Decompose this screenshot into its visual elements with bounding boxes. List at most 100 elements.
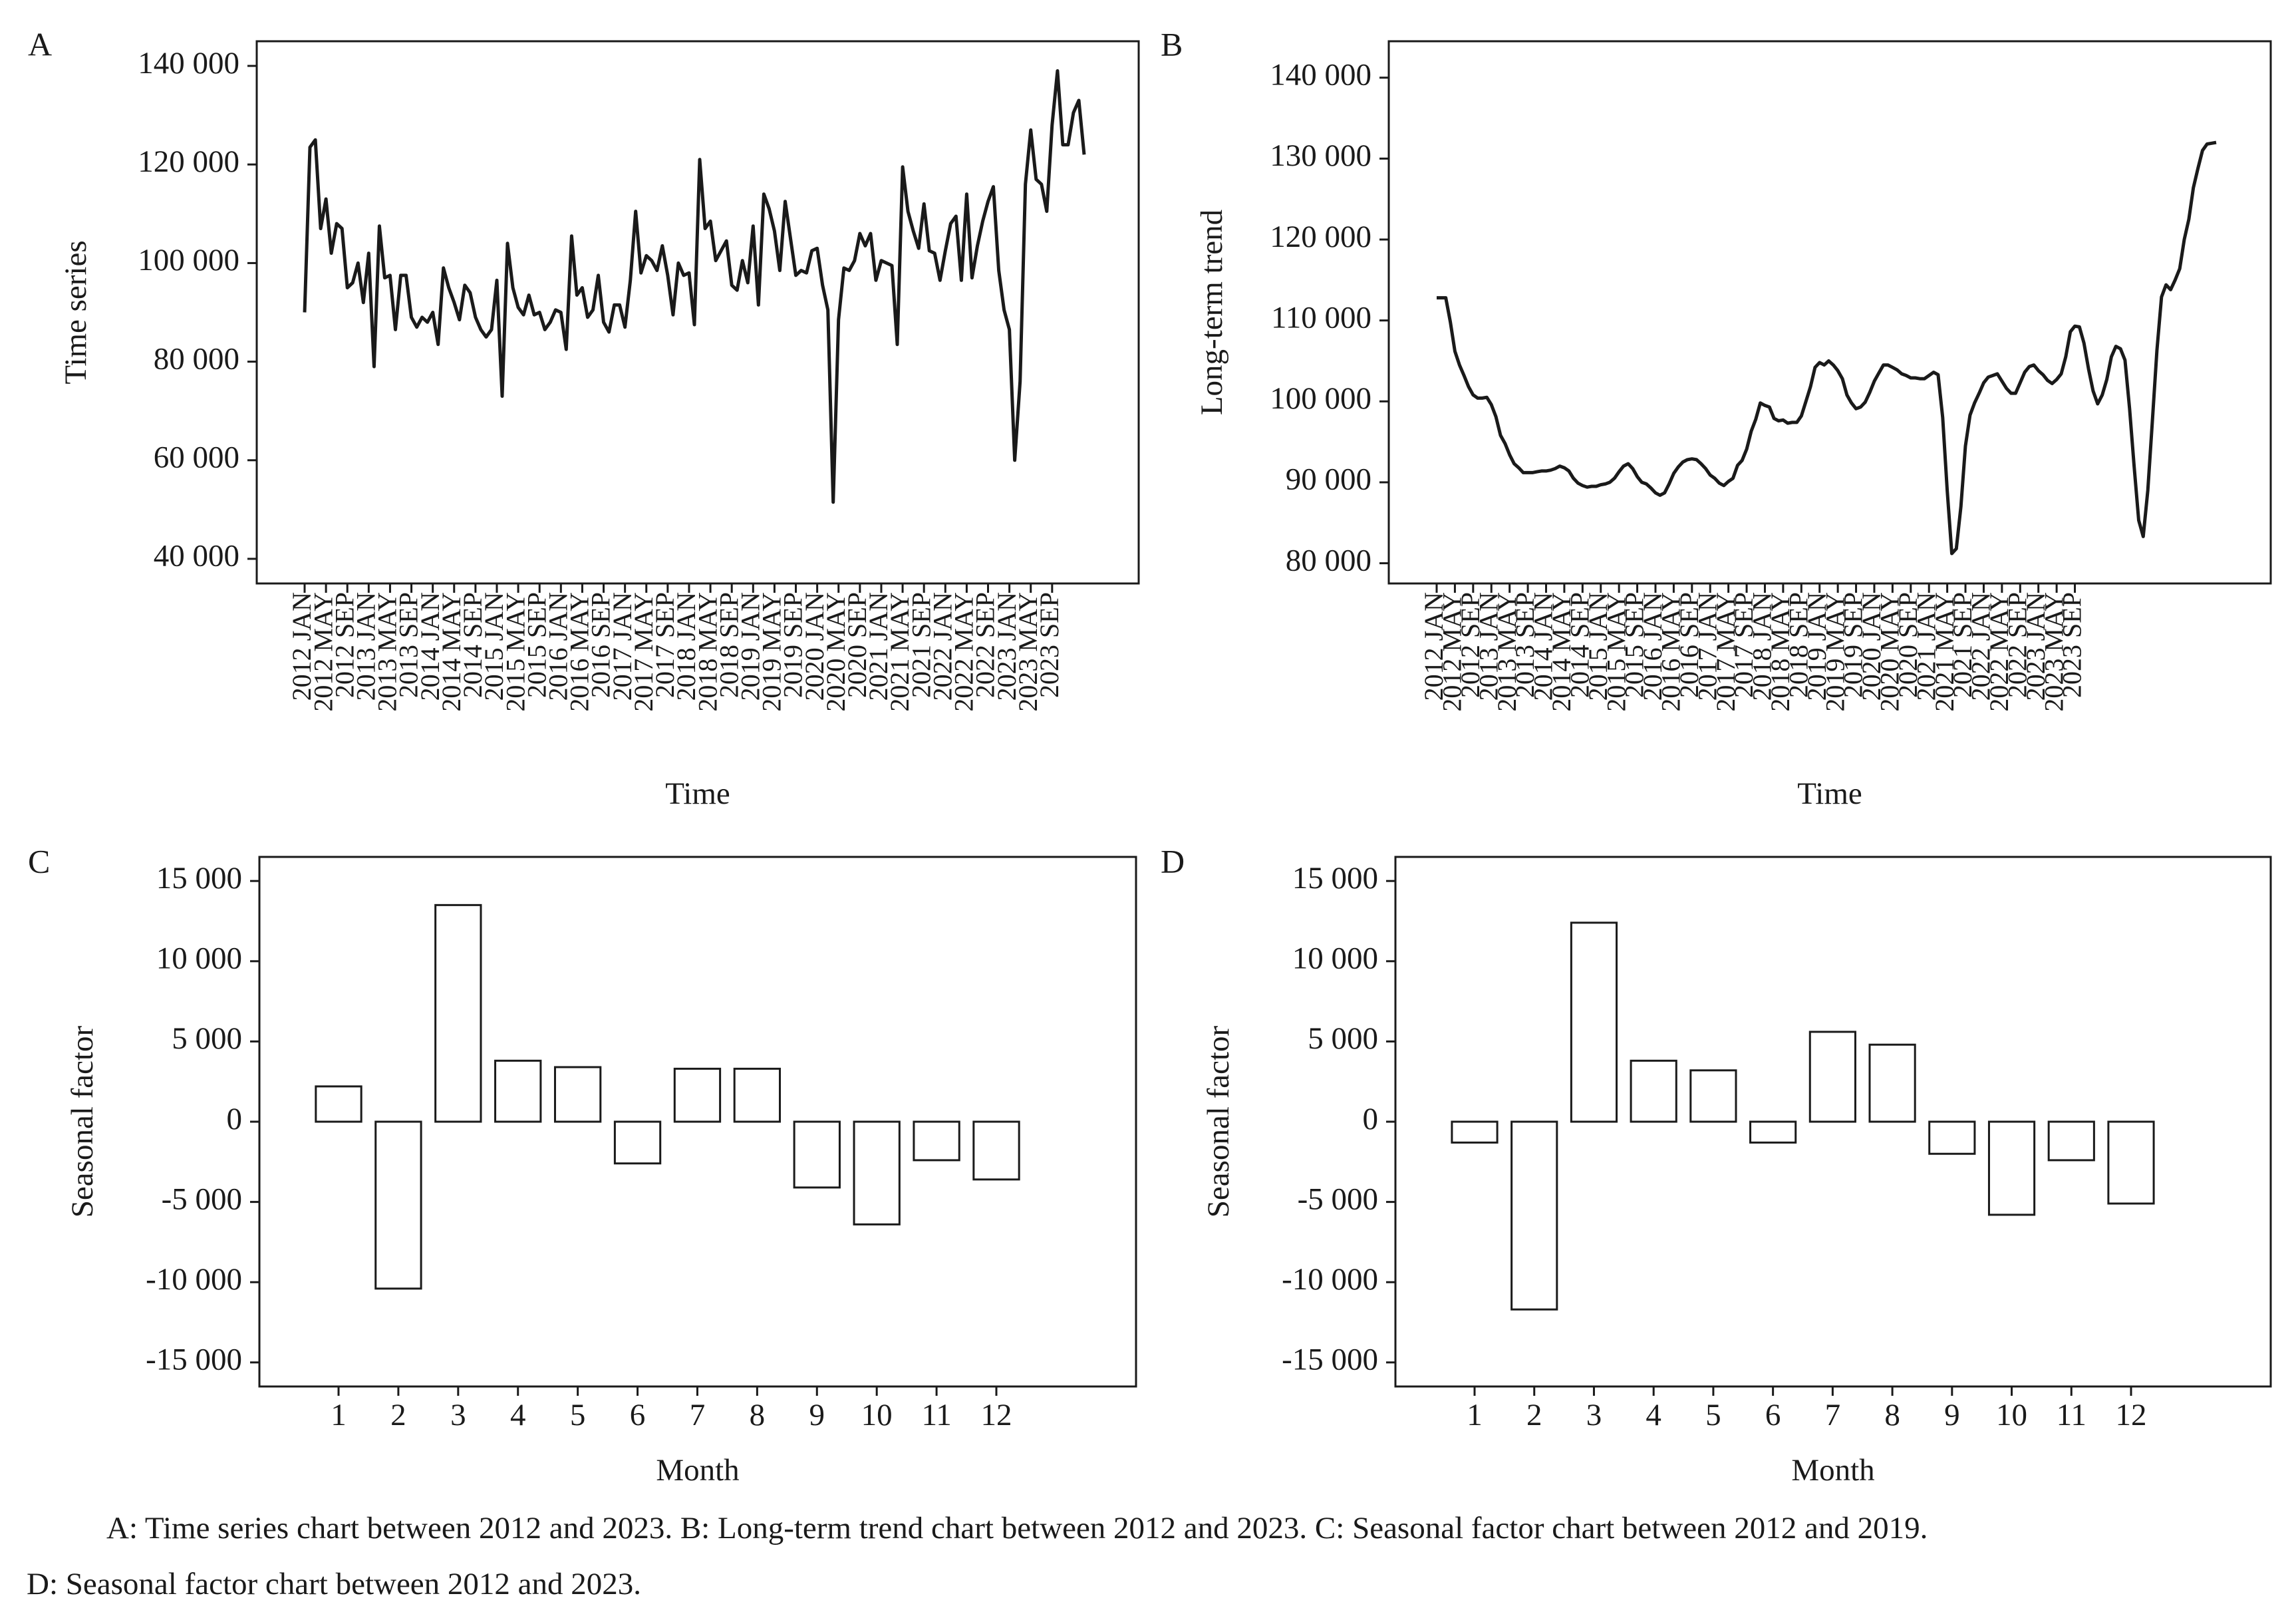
bar-month-1 [315,1085,362,1123]
bar-month-5 [1689,1069,1737,1123]
x-axis-label: Month [656,1453,739,1488]
y-tick-label: -5 000 [1298,1182,1378,1216]
y-axis-label: Seasonal factor [1201,1025,1236,1218]
x-tick-label: 2018 SEP [1783,592,1813,698]
figure-caption: A: Time series chart between 2012 and 20… [27,1500,2275,1612]
x-tick-label: 2018 MAY [1765,592,1795,712]
y-tick-label: -10 000 [146,1262,242,1297]
y-tick-label: 100 000 [1270,381,1371,416]
x-tick-label: 3 [1586,1398,1602,1432]
panel-c: C -15 000 -10 000 -5 000 0 5 000 10 000 15 000 S… [28,842,1137,1488]
x-tick-label: 8 [1884,1398,1900,1432]
bar-month-8 [733,1067,782,1123]
x-tick-label: 12 [981,1398,1012,1432]
y-tick-label: 80 000 [154,341,239,376]
x-tick-label: 3 [450,1398,466,1432]
x-tick-label: 2023 MAY [1013,592,1043,712]
x-tick-label: 2023 JAN [992,592,1022,701]
bar-month-10 [853,1120,901,1225]
x-tick-label: 2018 JAN [1747,592,1777,701]
x-tick-label: 2021 SEP [1947,592,1977,698]
x-tick-label: 2023 JAN [2021,592,2051,701]
y-tick-label: 140 000 [138,46,239,81]
y-tick-label: 110 000 [1271,300,1371,335]
x-tick-label: 2019 SEP [1838,592,1868,698]
bar-month-7 [673,1067,722,1123]
bar-month-6 [1749,1120,1797,1144]
panel-letter: B [1161,25,1183,63]
x-axis-label: Time [1797,776,1862,811]
x-tick-label: 2013 JAN [1473,592,1503,701]
bar-month-8 [1868,1043,1916,1123]
x-tick-label: 10 [1996,1398,2027,1432]
x-tick-label: 2022 SEP [2002,592,2032,698]
x-tick-label: 5 [570,1398,586,1432]
x-tick-label: 10 [861,1398,893,1432]
x-tick-label: 2020 MAY [1875,592,1905,712]
bar-month-11 [913,1120,960,1162]
x-axis-label: Month [1791,1453,1874,1488]
bar-month-1 [1451,1120,1499,1144]
bar-month-12 [2107,1120,2155,1205]
x-tick-label: 2013 SEP [394,592,424,698]
x-tick-label: 2013 MAY [1492,592,1522,712]
x-tick-label: 2022 MAY [1984,592,2014,712]
x-tick-label: 2016 SEP [586,592,616,698]
x-tick-label: 2017 MAY [629,592,658,712]
y-tick-label: 140 000 [1270,58,1371,92]
y-tick-label: 130 000 [1270,138,1371,173]
x-tick-label: 2018 SEP [714,592,744,698]
x-tick-label: 2018 MAY [692,592,722,712]
x-tick-label: 4 [1646,1398,1661,1432]
y-tick-label: 5 000 [1308,1021,1378,1056]
x-tick-label: 2014 JAN [1528,592,1558,701]
y-tick-label: -5 000 [162,1182,242,1216]
bar-month-9 [793,1120,841,1189]
y-tick-label: -10 000 [1282,1262,1378,1297]
x-tick-label: 2012 SEP [329,592,359,698]
x-tick-label: 2023 SEP [2057,592,2087,698]
x-tick-label: 2021 JAN [863,592,893,701]
x-tick-label: 2015 SEP [521,592,551,698]
x-tick-label: 2015 MAY [500,592,530,712]
x-tick-label: 2012 MAY [308,592,338,712]
y-tick-label: -15 000 [146,1343,242,1377]
x-tick-label: 2016 MAY [565,592,595,712]
panel-b: B 80 000 90 000 100 000 110 000 120 000 130 00… [1161,25,2272,811]
x-tick-label: 2014 MAY [436,592,466,712]
y-tick-label: 15 000 [156,861,242,895]
x-tick-label: 2022 MAY [949,592,979,712]
bar-month-3 [1570,921,1618,1123]
y-tick-label: 5 000 [172,1021,242,1056]
x-tick-label: 2012 MAY [1437,592,1467,712]
y-tick-label: 40 000 [154,539,239,573]
x-axis-label: Time [665,776,730,811]
x-tick-label: 2021 MAY [885,592,915,712]
x-tick-label: 4 [510,1398,526,1432]
x-tick-label: 2015 SEP [1620,592,1650,698]
x-tick-label: 2018 JAN [671,592,701,701]
x-tick-label: 2014 SEP [1564,592,1594,698]
x-tick-label: 2014 MAY [1546,592,1576,712]
x-tick-label: 2014 JAN [415,592,445,701]
x-tick-label: 2016 JAN [543,592,573,701]
x-tick-label: 2021 SEP [906,592,936,698]
bar-month-10 [1987,1120,2036,1216]
x-tick-label: 2023 SEP [1034,592,1064,698]
bar-month-2 [1510,1120,1558,1311]
x-tick-label: 2019 MAY [1820,592,1850,712]
bar-month-5 [553,1066,602,1123]
x-tick-label: 5 [1705,1398,1721,1432]
x-tick-label: 2022 JAN [927,592,957,701]
x-tick-label: 2012 SEP [1455,592,1485,698]
x-tick-label: 2013 MAY [372,592,402,712]
y-axis-label: Seasonal factor [65,1025,100,1218]
y-tick-label: 10 000 [1292,941,1378,976]
x-tick-label: 2015 JAN [1583,592,1613,701]
x-tick-label: 7 [1825,1398,1841,1432]
x-tick-label: 2020 MAY [821,592,851,712]
series-line [1437,140,2217,556]
x-tick-label: 2016 MAY [1656,592,1686,712]
bar-month-7 [1808,1031,1856,1123]
y-tick-label: 90 000 [1286,462,1371,497]
